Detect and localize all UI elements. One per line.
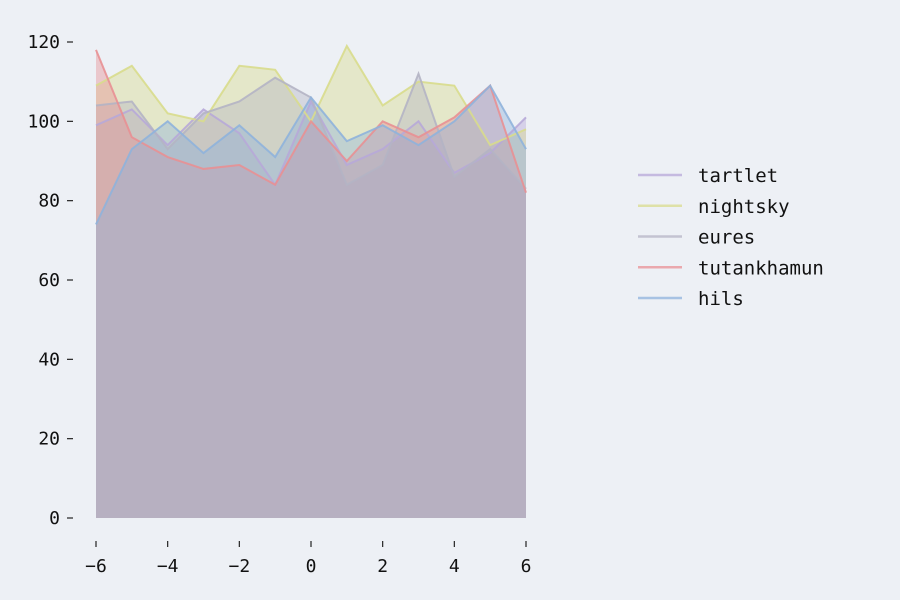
legend: tartlet nightsky eures tutankhamun hils: [638, 165, 824, 310]
legend-label: nightsky: [698, 196, 790, 218]
x-tick-label: 4: [449, 556, 460, 577]
line-tutankhamun: [95, 49, 527, 194]
line-hils: [95, 83, 527, 225]
line-tartlet: [95, 99, 527, 187]
x-tick-label: −4: [157, 556, 179, 577]
y-tick-label: 100: [27, 111, 60, 132]
y-tick-label: 80: [38, 191, 60, 212]
series-areas: [96, 45, 526, 519]
area-eures: [96, 73, 526, 518]
x-tick-label: 6: [521, 556, 532, 577]
legend-item-tartlet: tartlet: [638, 165, 778, 187]
x-axis: −6 −4 −2 0 2 4 6: [85, 541, 531, 577]
x-tick-label: 0: [306, 556, 317, 577]
area-tutankhamun: [96, 49, 526, 519]
area-tartlet: [96, 101, 526, 518]
series-lines: [95, 43, 527, 225]
legend-item-tutankhamun: tutankhamun: [638, 257, 824, 279]
legend-item-nightsky: nightsky: [638, 196, 790, 218]
legend-label: eures: [698, 227, 755, 249]
x-tick-label: −2: [228, 556, 250, 577]
x-tick-label: 2: [377, 556, 388, 577]
legend-item-hils: hils: [638, 288, 744, 310]
y-axis: 0 20 40 60 80 100 120: [27, 32, 73, 529]
legend-item-eures: eures: [638, 227, 755, 249]
area-nightsky: [96, 45, 526, 518]
x-tick-label: −6: [85, 556, 107, 577]
area-hils: [96, 85, 526, 518]
y-tick-label: 40: [38, 349, 60, 370]
y-tick-label: 120: [27, 32, 60, 53]
legend-label: tartlet: [698, 165, 778, 187]
legend-label: tutankhamun: [698, 257, 824, 279]
y-tick-label: 20: [38, 429, 60, 450]
y-tick-label: 60: [38, 270, 60, 291]
y-tick-label: 0: [49, 508, 60, 529]
legend-label: hils: [698, 288, 744, 310]
